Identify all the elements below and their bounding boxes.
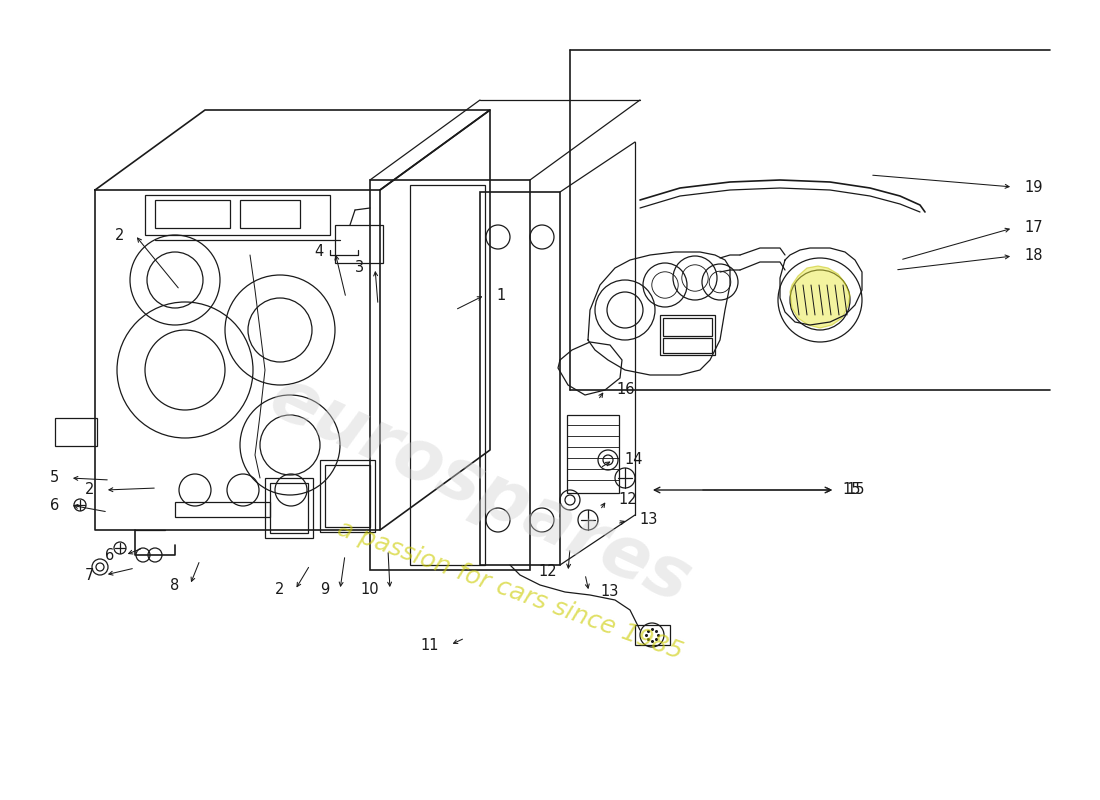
Bar: [155, 200, 230, 228]
Bar: [175, 502, 270, 517]
Text: 2: 2: [275, 582, 284, 598]
Text: 9: 9: [320, 582, 329, 598]
Text: 7: 7: [85, 567, 94, 582]
Bar: [480, 192, 560, 565]
Text: 16: 16: [616, 382, 635, 398]
Text: 6: 6: [50, 498, 59, 513]
Text: 3: 3: [355, 261, 364, 275]
Bar: [336, 225, 383, 263]
Bar: [270, 483, 308, 533]
Bar: [265, 478, 313, 538]
Text: 19: 19: [1024, 179, 1043, 194]
Bar: [635, 625, 670, 645]
Bar: [370, 180, 530, 570]
Bar: [410, 185, 485, 565]
Text: 11: 11: [420, 638, 439, 653]
Text: 15: 15: [842, 482, 860, 498]
Text: a passion for cars since 1985: a passion for cars since 1985: [334, 516, 686, 664]
Bar: [663, 338, 712, 353]
Bar: [55, 418, 97, 446]
Text: 15: 15: [846, 482, 865, 498]
Text: 13: 13: [639, 513, 658, 527]
Polygon shape: [790, 266, 850, 328]
Text: 2: 2: [114, 227, 124, 242]
Text: 14: 14: [624, 453, 642, 467]
Text: 10: 10: [361, 582, 379, 598]
Bar: [324, 465, 370, 527]
Text: 6: 6: [104, 547, 114, 562]
Text: 12: 12: [538, 565, 557, 579]
Text: 18: 18: [1024, 249, 1043, 263]
Text: 12: 12: [618, 493, 637, 507]
Text: 8: 8: [169, 578, 179, 593]
Bar: [145, 195, 330, 235]
Text: 2: 2: [85, 482, 94, 498]
Text: 17: 17: [1024, 221, 1043, 235]
Bar: [566, 415, 619, 493]
Bar: [320, 460, 375, 532]
Text: 13: 13: [600, 585, 618, 599]
Bar: [663, 318, 712, 336]
Bar: [660, 315, 715, 355]
Text: 4: 4: [315, 245, 324, 259]
Text: 5: 5: [50, 470, 59, 486]
Text: 1: 1: [496, 287, 505, 302]
Text: eurospares: eurospares: [258, 362, 702, 618]
Bar: [240, 200, 300, 228]
